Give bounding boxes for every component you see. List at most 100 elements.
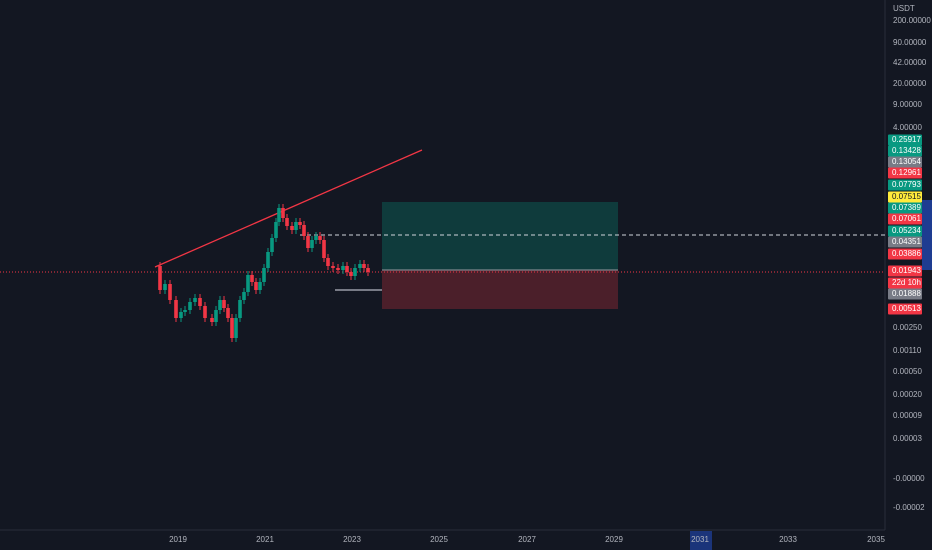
candle-body [262, 268, 266, 282]
price-label: 4.00000 [893, 123, 922, 132]
price-tag [888, 288, 922, 300]
price-label: 0.00020 [893, 390, 922, 399]
price-label: 0.00009 [893, 411, 922, 420]
candle-body [234, 318, 238, 338]
price-tag-label: 0.07515 [892, 192, 921, 201]
candle-body [226, 308, 230, 318]
price-label: 42.00000 [893, 58, 927, 67]
time-label: 2021 [256, 535, 274, 544]
price-tag-label: 22d 10h [892, 278, 921, 287]
price-tag-label: 0.07061 [892, 214, 921, 223]
time-highlight [690, 531, 712, 550]
candle-body [314, 236, 318, 240]
price-label: 20.00000 [893, 79, 927, 88]
candle-body [290, 226, 294, 230]
price-tag-label: 0.12961 [892, 168, 921, 177]
candle-body [193, 298, 197, 302]
loss-zone [382, 270, 618, 309]
price-tag-label: 0.07793 [892, 180, 921, 189]
price-tag [888, 145, 922, 157]
time-label: 2027 [518, 535, 536, 544]
axis-highlight [922, 200, 932, 270]
candle-body [238, 300, 242, 318]
candle-body [250, 275, 254, 282]
trend-line [154, 149, 423, 268]
candle-body [345, 266, 349, 272]
price-tag [888, 179, 922, 191]
candle-body [242, 292, 246, 300]
time-label: 2019 [169, 535, 187, 544]
candle-body [277, 208, 281, 222]
candle-body [270, 238, 274, 252]
price-tag-label: 0.03886 [892, 249, 921, 258]
candle-body [246, 275, 250, 292]
price-tag-label: 0.04351 [892, 237, 921, 246]
price-tag [888, 202, 922, 214]
price-tag [888, 167, 922, 179]
price-tag-label: 0.13428 [892, 146, 921, 155]
candle-body [218, 300, 222, 310]
candle-body [158, 266, 162, 290]
candle-body [266, 252, 270, 268]
price-tag-label: 0.25917 [892, 135, 921, 144]
candle-body [174, 300, 178, 318]
price-tag [888, 265, 922, 277]
candle-body [285, 218, 289, 226]
candle-body [362, 264, 366, 268]
price-tag-label: 0.07389 [892, 203, 921, 212]
price-label: 200.00000 [893, 16, 931, 25]
candle-body [306, 236, 310, 248]
candle-body [326, 258, 330, 266]
candle-body [322, 240, 326, 258]
candle-body [188, 302, 192, 310]
price-tag-label: 0.01888 [892, 289, 921, 298]
candle-body [254, 282, 258, 290]
time-label: 2029 [605, 535, 623, 544]
candle-body [358, 264, 362, 268]
price-tag-label: 0.05234 [892, 226, 921, 235]
candle-body [230, 318, 234, 338]
price-label: -0.00002 [893, 503, 925, 512]
candle-body [222, 300, 226, 308]
price-label: 9.00000 [893, 100, 922, 109]
candle-body [294, 222, 298, 230]
price-tag [888, 236, 922, 248]
price-tag [888, 277, 922, 289]
price-label: -0.00000 [893, 474, 925, 483]
price-tag [888, 248, 922, 260]
candle-body [183, 310, 187, 312]
price-tag [888, 134, 922, 146]
candle-body [318, 236, 322, 240]
price-tag [888, 303, 922, 315]
price-tag [888, 191, 922, 203]
candle-body [179, 312, 183, 318]
price-tag [888, 156, 922, 168]
candle-body [353, 268, 357, 276]
time-label: 2035 [867, 535, 885, 544]
candle-body [349, 272, 353, 276]
currency: USDT [893, 4, 915, 13]
price-label: 0.00110 [893, 346, 922, 355]
candles [158, 204, 370, 342]
time-label: 2031 [691, 535, 709, 544]
profit-zone [382, 202, 618, 270]
candle-body [203, 306, 207, 318]
price-label: 0.00003 [893, 434, 922, 443]
candle-body [341, 266, 345, 270]
candle-body [281, 208, 285, 218]
price-tag-label: 0.00513 [892, 304, 921, 313]
price-tag [888, 213, 922, 225]
candle-body [298, 222, 302, 225]
candle-body [210, 318, 214, 322]
candle-body [302, 225, 306, 236]
price-tag-label: 0.13054 [892, 157, 921, 166]
candle-body [366, 268, 370, 272]
candle-body [214, 310, 218, 322]
time-label: 2023 [343, 535, 361, 544]
candle-body [163, 284, 167, 290]
candle-body [168, 284, 172, 300]
price-tag-label: 0.01943 [892, 266, 921, 275]
price-label: 0.00050 [893, 367, 922, 376]
